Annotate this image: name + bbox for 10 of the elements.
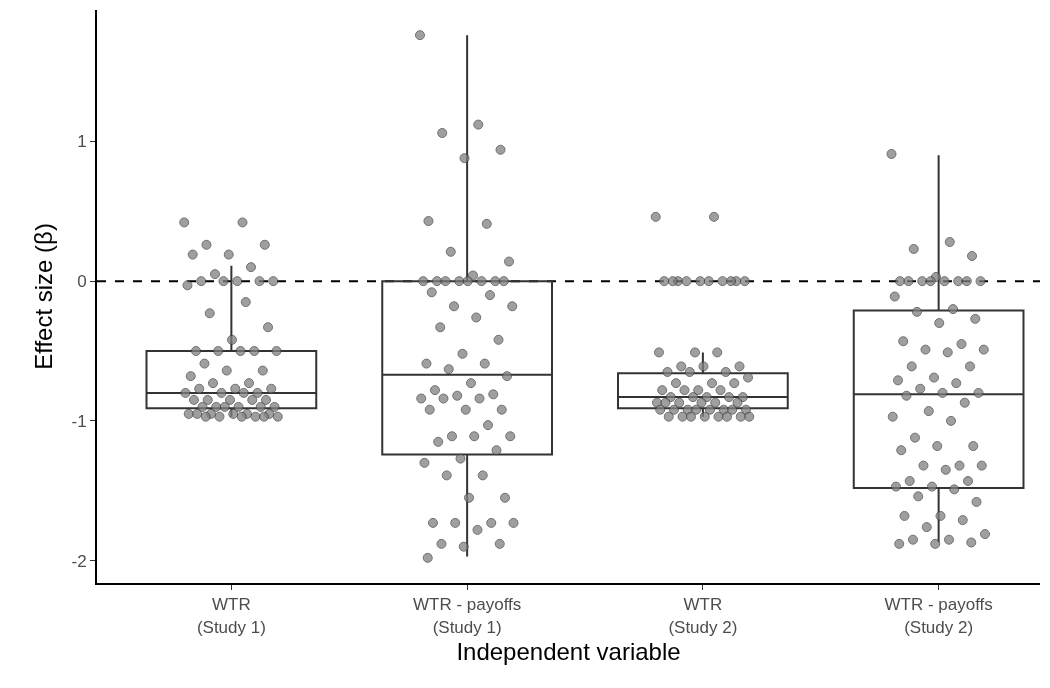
- y-tick-label: 1: [77, 132, 87, 152]
- y-axis-title: Effect size (β): [30, 223, 58, 370]
- x-tick-label: WTR (Study 2): [668, 595, 738, 637]
- y-tick-label: 0: [77, 272, 87, 292]
- y-tick-label: -1: [71, 411, 87, 431]
- x-tick-label: WTR (Study 1): [196, 595, 266, 637]
- x-axis-title: Independent variable: [456, 638, 681, 666]
- x-tick-label: WTR - payoffs (Study 2): [884, 595, 993, 637]
- x-tick-label: WTR - payoffs (Study 1): [412, 595, 522, 637]
- y-tick-label: -2: [71, 551, 87, 571]
